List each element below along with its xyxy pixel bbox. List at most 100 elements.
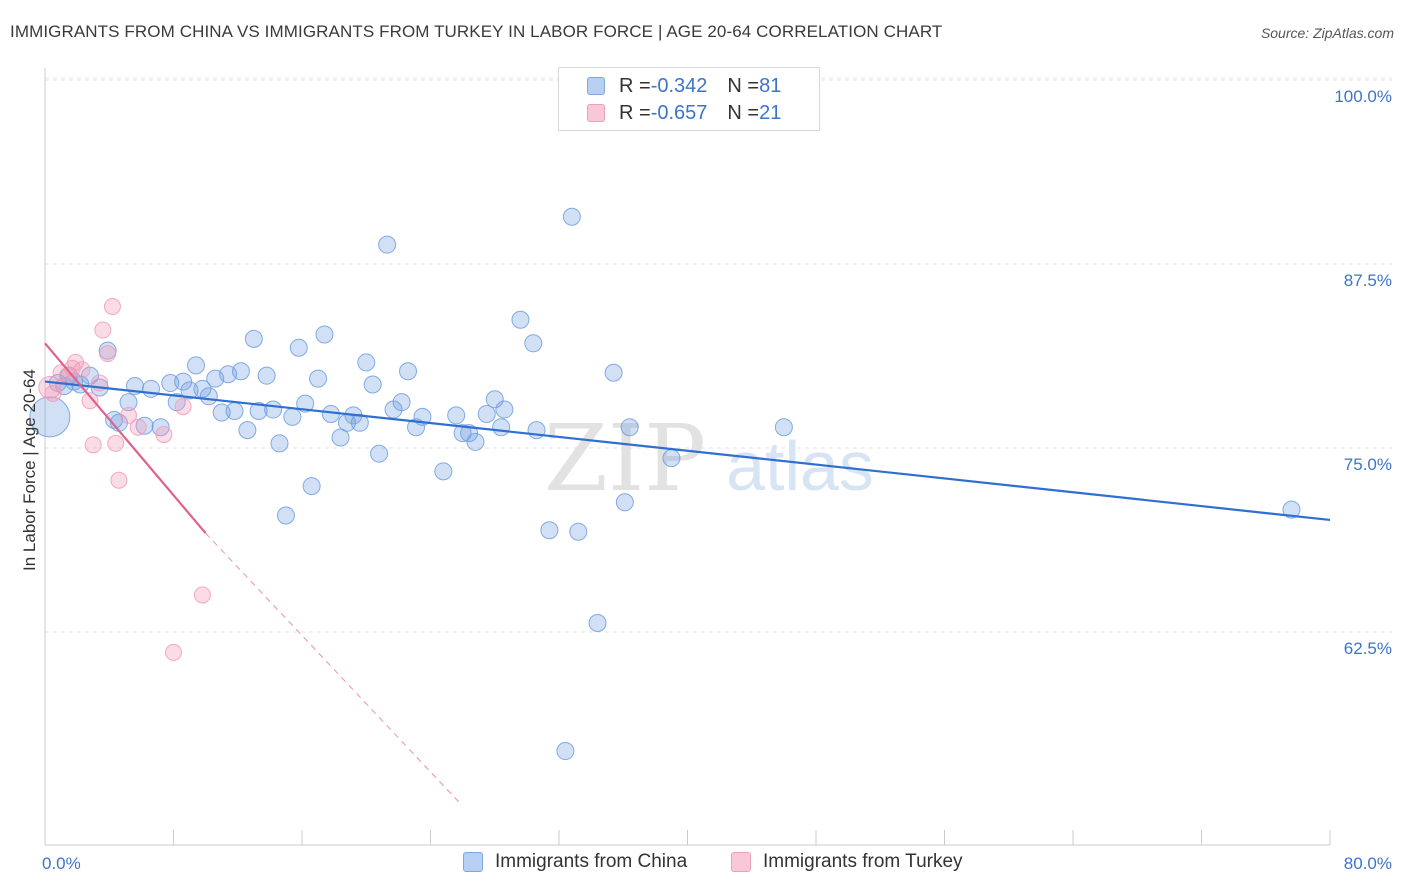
china-point [569,522,588,541]
china-point [105,410,124,429]
y-tick-label: 62.5% [1344,639,1392,658]
china-point [615,493,634,512]
turkey-point [94,321,112,339]
axes [44,68,1331,846]
china-point [142,379,161,398]
china-point [495,400,514,419]
china-point [283,407,302,426]
china-point [199,387,218,406]
china-point [620,418,639,437]
china-point [302,477,321,496]
watermark-atlas: atlas [726,427,874,505]
turkey-point [81,392,99,410]
legend: R = -0.342 N = 81 R = -0.657 N = 21 [558,67,820,131]
legend-row-turkey: R = -0.657 N = 21 [587,101,781,125]
chart-source: Source: ZipAtlas.com [1260,25,1394,41]
china-point [460,424,479,443]
bottom-legend: Immigrants from China Immigrants from Tu… [0,851,1406,877]
china-point [174,372,193,391]
china-point [477,404,496,423]
legend-turkey-n-label: N = [727,101,760,124]
china-point [289,338,308,357]
china-point [378,235,397,254]
turkey-point [155,426,173,444]
y-tick-label: 75.0% [1344,455,1392,474]
legend-turkey-n-value: 21 [759,101,782,124]
watermark: ZIP atlas [544,405,874,512]
legend-row-china: R = -0.342 N = 81 [587,74,781,98]
china-point [1282,500,1301,519]
chart-title: IMMIGRANTS FROM CHINA VS IMMIGRANTS FROM… [10,22,943,41]
china-point [540,521,559,540]
y-axis-label: In Labor Force | Age 20-64 [20,369,39,571]
china-point [399,362,418,381]
china-point [257,366,276,385]
china-point [363,375,382,394]
legend-china-n-label: N = [727,74,760,97]
china-point [662,449,681,468]
china-point [119,393,138,412]
bottom-legend-swatch-china [463,852,483,872]
china-point [296,394,315,413]
china-point [309,369,328,388]
turkey-point [120,406,138,424]
china-point [447,406,466,425]
turkey-point [174,398,192,416]
china-point [270,434,289,453]
bottom-legend-turkey-label: Immigrants from Turkey [763,851,963,872]
china-point [264,400,283,419]
china-point [370,444,389,463]
legend-china-r-value: -0.342 [650,74,708,97]
china-point [225,402,244,421]
turkey-point [107,434,125,452]
x-tick-label-min: 0.0% [42,854,81,873]
y-tick-label: 87.5% [1344,271,1392,290]
bottom-legend-turkey: Immigrants from Turkey [731,851,963,873]
china-point [453,424,472,443]
china-point [135,416,154,435]
bottom-legend-swatch-turkey [731,852,751,872]
turkey-trend-extension [205,532,460,803]
china-point [588,613,607,632]
china-points [29,207,1301,761]
china-point [357,353,376,372]
china-point [29,396,71,438]
turkey-point [103,297,121,315]
legend-turkey-r-label: R = [619,101,651,124]
legend-turkey-r-value: -0.657 [650,101,708,124]
china-point [180,381,199,400]
china-point [244,329,263,348]
china-point [556,742,575,761]
turkey-point [193,586,211,604]
legend-swatch-china [587,77,605,95]
china-point [604,363,623,382]
china-point [238,421,257,440]
china-point [392,393,411,412]
x-tick-label-max: 80.0% [1344,854,1392,873]
turkey-point [110,471,128,489]
turkey-point [165,643,182,661]
trend-lines [44,342,1331,803]
china-point [276,506,295,525]
china-point [161,374,180,393]
china-point [434,462,453,481]
legend-china-r-label: R = [619,74,651,97]
turkey-point [44,384,62,402]
y-tick-label: 100.0% [1334,87,1392,106]
bottom-legend-china-label: Immigrants from China [495,851,688,872]
legend-swatch-turkey [587,104,605,122]
china-point [212,403,231,422]
turkey-point [84,436,102,454]
turkey-trend-line [44,342,207,534]
china-point [511,310,530,329]
turkey-point [73,361,91,379]
china-point [315,325,334,344]
china-point [492,418,511,437]
china-point [524,334,543,353]
turkey-point [99,345,117,363]
china-trend-line [44,380,1331,522]
china-point [231,362,250,381]
turkey-points [38,297,211,661]
legend-china-n-value: 81 [759,74,782,97]
